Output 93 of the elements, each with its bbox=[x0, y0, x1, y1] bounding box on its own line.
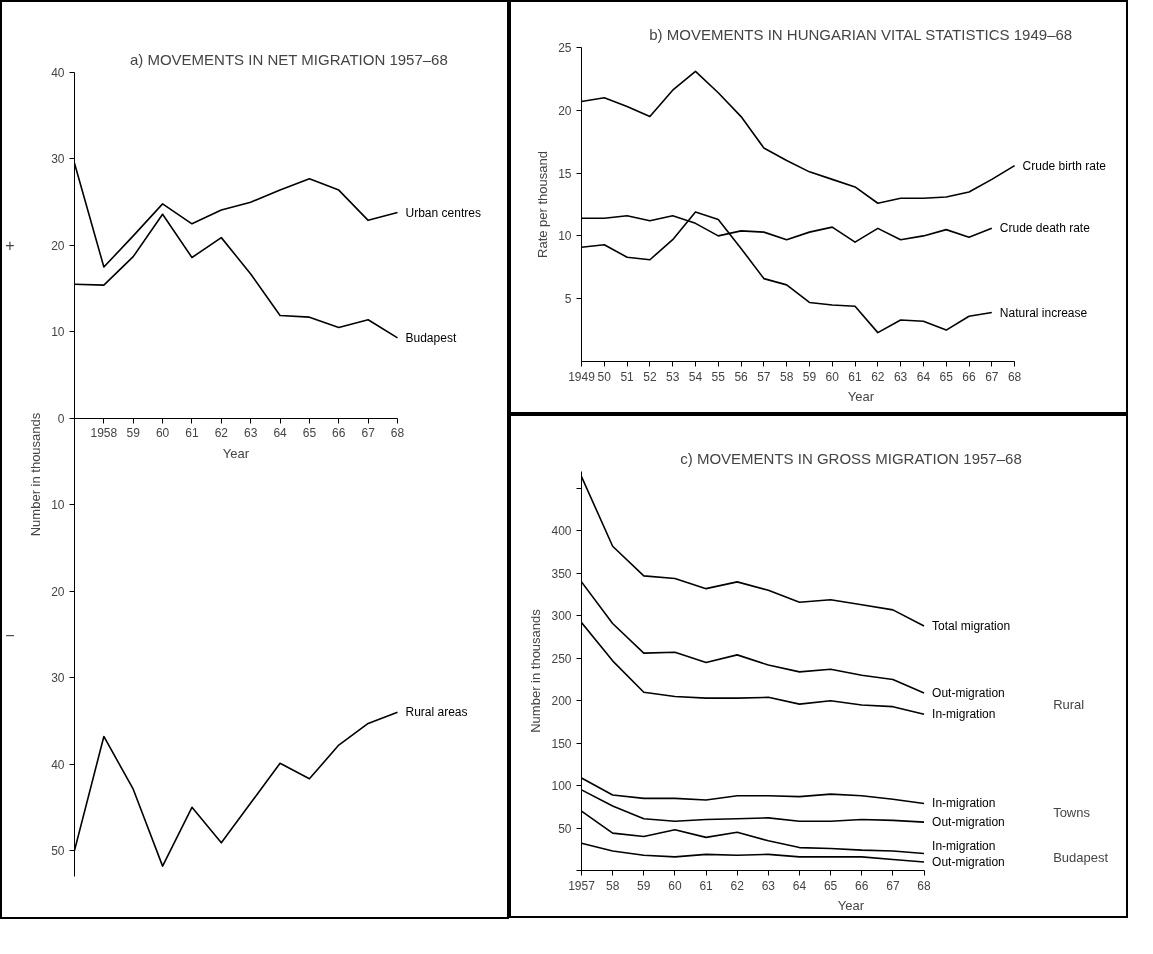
x-tick-label: 68 bbox=[1007, 369, 1022, 384]
x-tick-label: 59 bbox=[637, 878, 651, 893]
x-tick-label: 66 bbox=[332, 426, 346, 441]
y-tick-label: 30 bbox=[51, 152, 65, 167]
x-tick-label: 55 bbox=[711, 369, 726, 384]
x-tick-label: 1949 bbox=[568, 369, 596, 384]
y-tick-label: 30 bbox=[51, 671, 65, 686]
x-tick-label: 64 bbox=[273, 426, 288, 441]
y-tick-label: 250 bbox=[551, 651, 572, 666]
series-label: Out-migration bbox=[932, 855, 1005, 870]
x-tick-label: 66 bbox=[962, 369, 977, 384]
y-tick-label: 5 bbox=[564, 292, 572, 307]
x-tick-label: 65 bbox=[939, 369, 954, 384]
text: Budapest bbox=[1053, 850, 1109, 866]
x-tick-label: 59 bbox=[126, 426, 141, 441]
chart-title: b) MOVEMENTS IN HUNGARIAN VITAL STATISTICS 1949–68 bbox=[649, 25, 1073, 43]
x-tick-label: 64 bbox=[916, 369, 931, 384]
series-label: Urban centres bbox=[405, 205, 481, 220]
x-tick-label: 68 bbox=[917, 878, 932, 893]
x-tick-label: 67 bbox=[886, 878, 900, 893]
x-tick-label: 54 bbox=[688, 369, 703, 384]
x-tick-label: 51 bbox=[620, 369, 635, 384]
y-tick-label: 10 bbox=[558, 229, 572, 244]
series-label: In-migration bbox=[932, 796, 996, 811]
series-label: Total migration bbox=[932, 619, 1011, 634]
y-tick-label: 20 bbox=[51, 584, 65, 599]
x-tick-label: 52 bbox=[643, 369, 657, 384]
x-tick-label: 61 bbox=[185, 426, 199, 441]
x-tick-label: 59 bbox=[802, 369, 817, 384]
y-tick-label: 20 bbox=[51, 238, 65, 253]
x-tick-label: 60 bbox=[668, 878, 682, 893]
y-tick-label: 300 bbox=[551, 609, 572, 624]
x-tick-label: 58 bbox=[605, 878, 620, 893]
y-tick-label: 350 bbox=[551, 566, 572, 581]
y-axis-title: Number in thousands bbox=[28, 412, 44, 537]
y-tick-label: 15 bbox=[558, 166, 572, 181]
y-tick-label: 100 bbox=[551, 779, 572, 794]
x-tick-label: 63 bbox=[761, 878, 776, 893]
text: + bbox=[5, 237, 15, 255]
x-tick-label: 61 bbox=[699, 878, 714, 893]
y-tick-label: 400 bbox=[551, 524, 572, 539]
y-tick-label: 20 bbox=[558, 103, 572, 118]
x-tick-label: 50 bbox=[597, 369, 612, 384]
x-tick-label: 62 bbox=[214, 426, 229, 441]
x-tick-label: 62 bbox=[871, 369, 885, 384]
y-tick-label: 40 bbox=[51, 757, 65, 772]
x-tick-label: 67 bbox=[361, 426, 376, 441]
text: Rural bbox=[1053, 696, 1085, 712]
series-label: Out-migration bbox=[932, 686, 1005, 701]
series-label: In-migration bbox=[932, 838, 996, 853]
x-tick-label: 68 bbox=[390, 426, 405, 441]
x-tick-label: 66 bbox=[855, 878, 869, 893]
x-tick-label: 62 bbox=[730, 878, 745, 893]
text: − bbox=[5, 627, 15, 645]
y-tick-label: 40 bbox=[51, 66, 65, 80]
series-label: Budapest bbox=[405, 330, 457, 345]
y-tick-label: 25 bbox=[558, 41, 572, 55]
y-tick-label: 150 bbox=[551, 736, 572, 751]
x-tick-label: 57 bbox=[757, 369, 771, 384]
y-tick-label: 200 bbox=[551, 694, 572, 709]
y-tick-label: 50 bbox=[51, 844, 65, 859]
x-tick-label: 1958 bbox=[90, 426, 118, 441]
x-tick-label: 58 bbox=[779, 369, 794, 384]
x-tick-label: 63 bbox=[893, 369, 908, 384]
x-tick-label: 1957 bbox=[568, 878, 596, 893]
x-tick-label: 63 bbox=[244, 426, 258, 441]
y-tick-label: 10 bbox=[51, 498, 65, 513]
series-label: In-migration bbox=[932, 707, 996, 722]
chart-title: c) MOVEMENTS IN GROSS MIGRATION 1957–68 bbox=[680, 449, 1022, 467]
x-tick-label: 67 bbox=[985, 369, 999, 384]
x-tick-label: 53 bbox=[666, 369, 680, 384]
x-tick-label: 56 bbox=[734, 369, 749, 384]
x-tick-label: 60 bbox=[155, 426, 170, 441]
x-tick-label: 61 bbox=[848, 369, 863, 384]
series-label: Crude birth rate bbox=[1022, 158, 1107, 173]
x-tick-label: 64 bbox=[792, 878, 807, 893]
series-label: Crude death rate bbox=[999, 221, 1091, 236]
y-axis-title: Rate per thousand bbox=[535, 151, 551, 258]
series-label: Out-migration bbox=[932, 815, 1005, 830]
y-tick-label: 50 bbox=[558, 821, 572, 836]
x-tick-label: 65 bbox=[302, 426, 317, 441]
x-axis-title: Year bbox=[837, 897, 865, 913]
series-label: Rural areas bbox=[405, 705, 468, 720]
x-tick-label: 60 bbox=[825, 369, 840, 384]
text: Towns bbox=[1053, 805, 1091, 821]
x-axis-title: Year bbox=[847, 388, 875, 404]
x-axis-title: Year bbox=[222, 445, 250, 461]
y-tick-label: 10 bbox=[51, 325, 65, 340]
series-label: Natural increase bbox=[999, 305, 1088, 320]
x-tick-label: 65 bbox=[823, 878, 838, 893]
y-axis-title: Number in thousands bbox=[528, 608, 544, 733]
y-tick-label: 0 bbox=[57, 411, 65, 426]
chart-title: a) MOVEMENTS IN NET MIGRATION 1957–68 bbox=[129, 50, 448, 68]
